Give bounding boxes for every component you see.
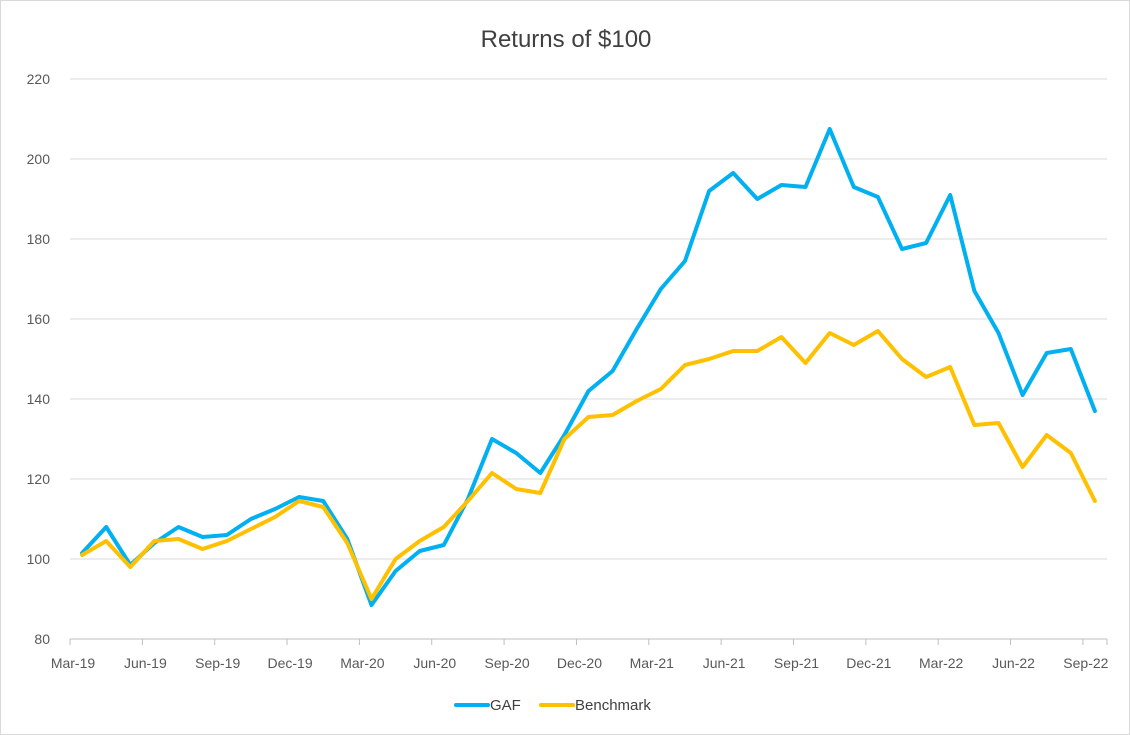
y-tick-label: 160	[27, 311, 51, 327]
y-tick-label: 100	[27, 551, 51, 567]
y-tick-label: 140	[27, 391, 51, 407]
x-tick-label: Jun-22	[992, 655, 1035, 671]
legend-label-gaf: GAF	[490, 697, 521, 714]
series-lines	[80, 127, 1097, 607]
y-tick-label: 180	[27, 231, 51, 247]
y-tick-label: 80	[34, 631, 50, 647]
x-tick-label: Sep-19	[195, 655, 240, 671]
x-tick-label: Mar-20	[340, 655, 385, 671]
gridlines	[70, 78, 1107, 560]
axes: 80 100 120 140 160 180 200 220 Mar-19 Jun-19 Sep-1…	[27, 71, 1109, 671]
y-tick-label: 220	[27, 71, 51, 87]
legend: GAF Benchmark	[454, 697, 651, 714]
legend-label-benchmark: Benchmark	[575, 697, 651, 714]
x-tick-label: Jun-20	[413, 655, 456, 671]
x-tick-label: Jun-19	[124, 655, 167, 671]
x-tick-label: Jun-21	[703, 655, 746, 671]
x-tick-label: Dec-21	[846, 655, 891, 671]
y-tick-label: 120	[27, 471, 51, 487]
series-line-gaf	[80, 127, 1097, 607]
x-tick-label: Dec-19	[267, 655, 312, 671]
series-line-benchmark	[80, 329, 1097, 601]
x-tick-label: Mar-21	[630, 655, 675, 671]
chart-title: Returns of $100	[481, 26, 652, 53]
x-tick-label: Sep-22	[1063, 655, 1108, 671]
x-tick-label: Mar-19	[51, 655, 96, 671]
x-tick-label: Sep-21	[774, 655, 819, 671]
x-tick-label: Mar-22	[919, 655, 964, 671]
x-tick-label: Dec-20	[557, 655, 602, 671]
x-tick-label: Sep-20	[485, 655, 530, 671]
y-tick-label: 200	[27, 151, 51, 167]
